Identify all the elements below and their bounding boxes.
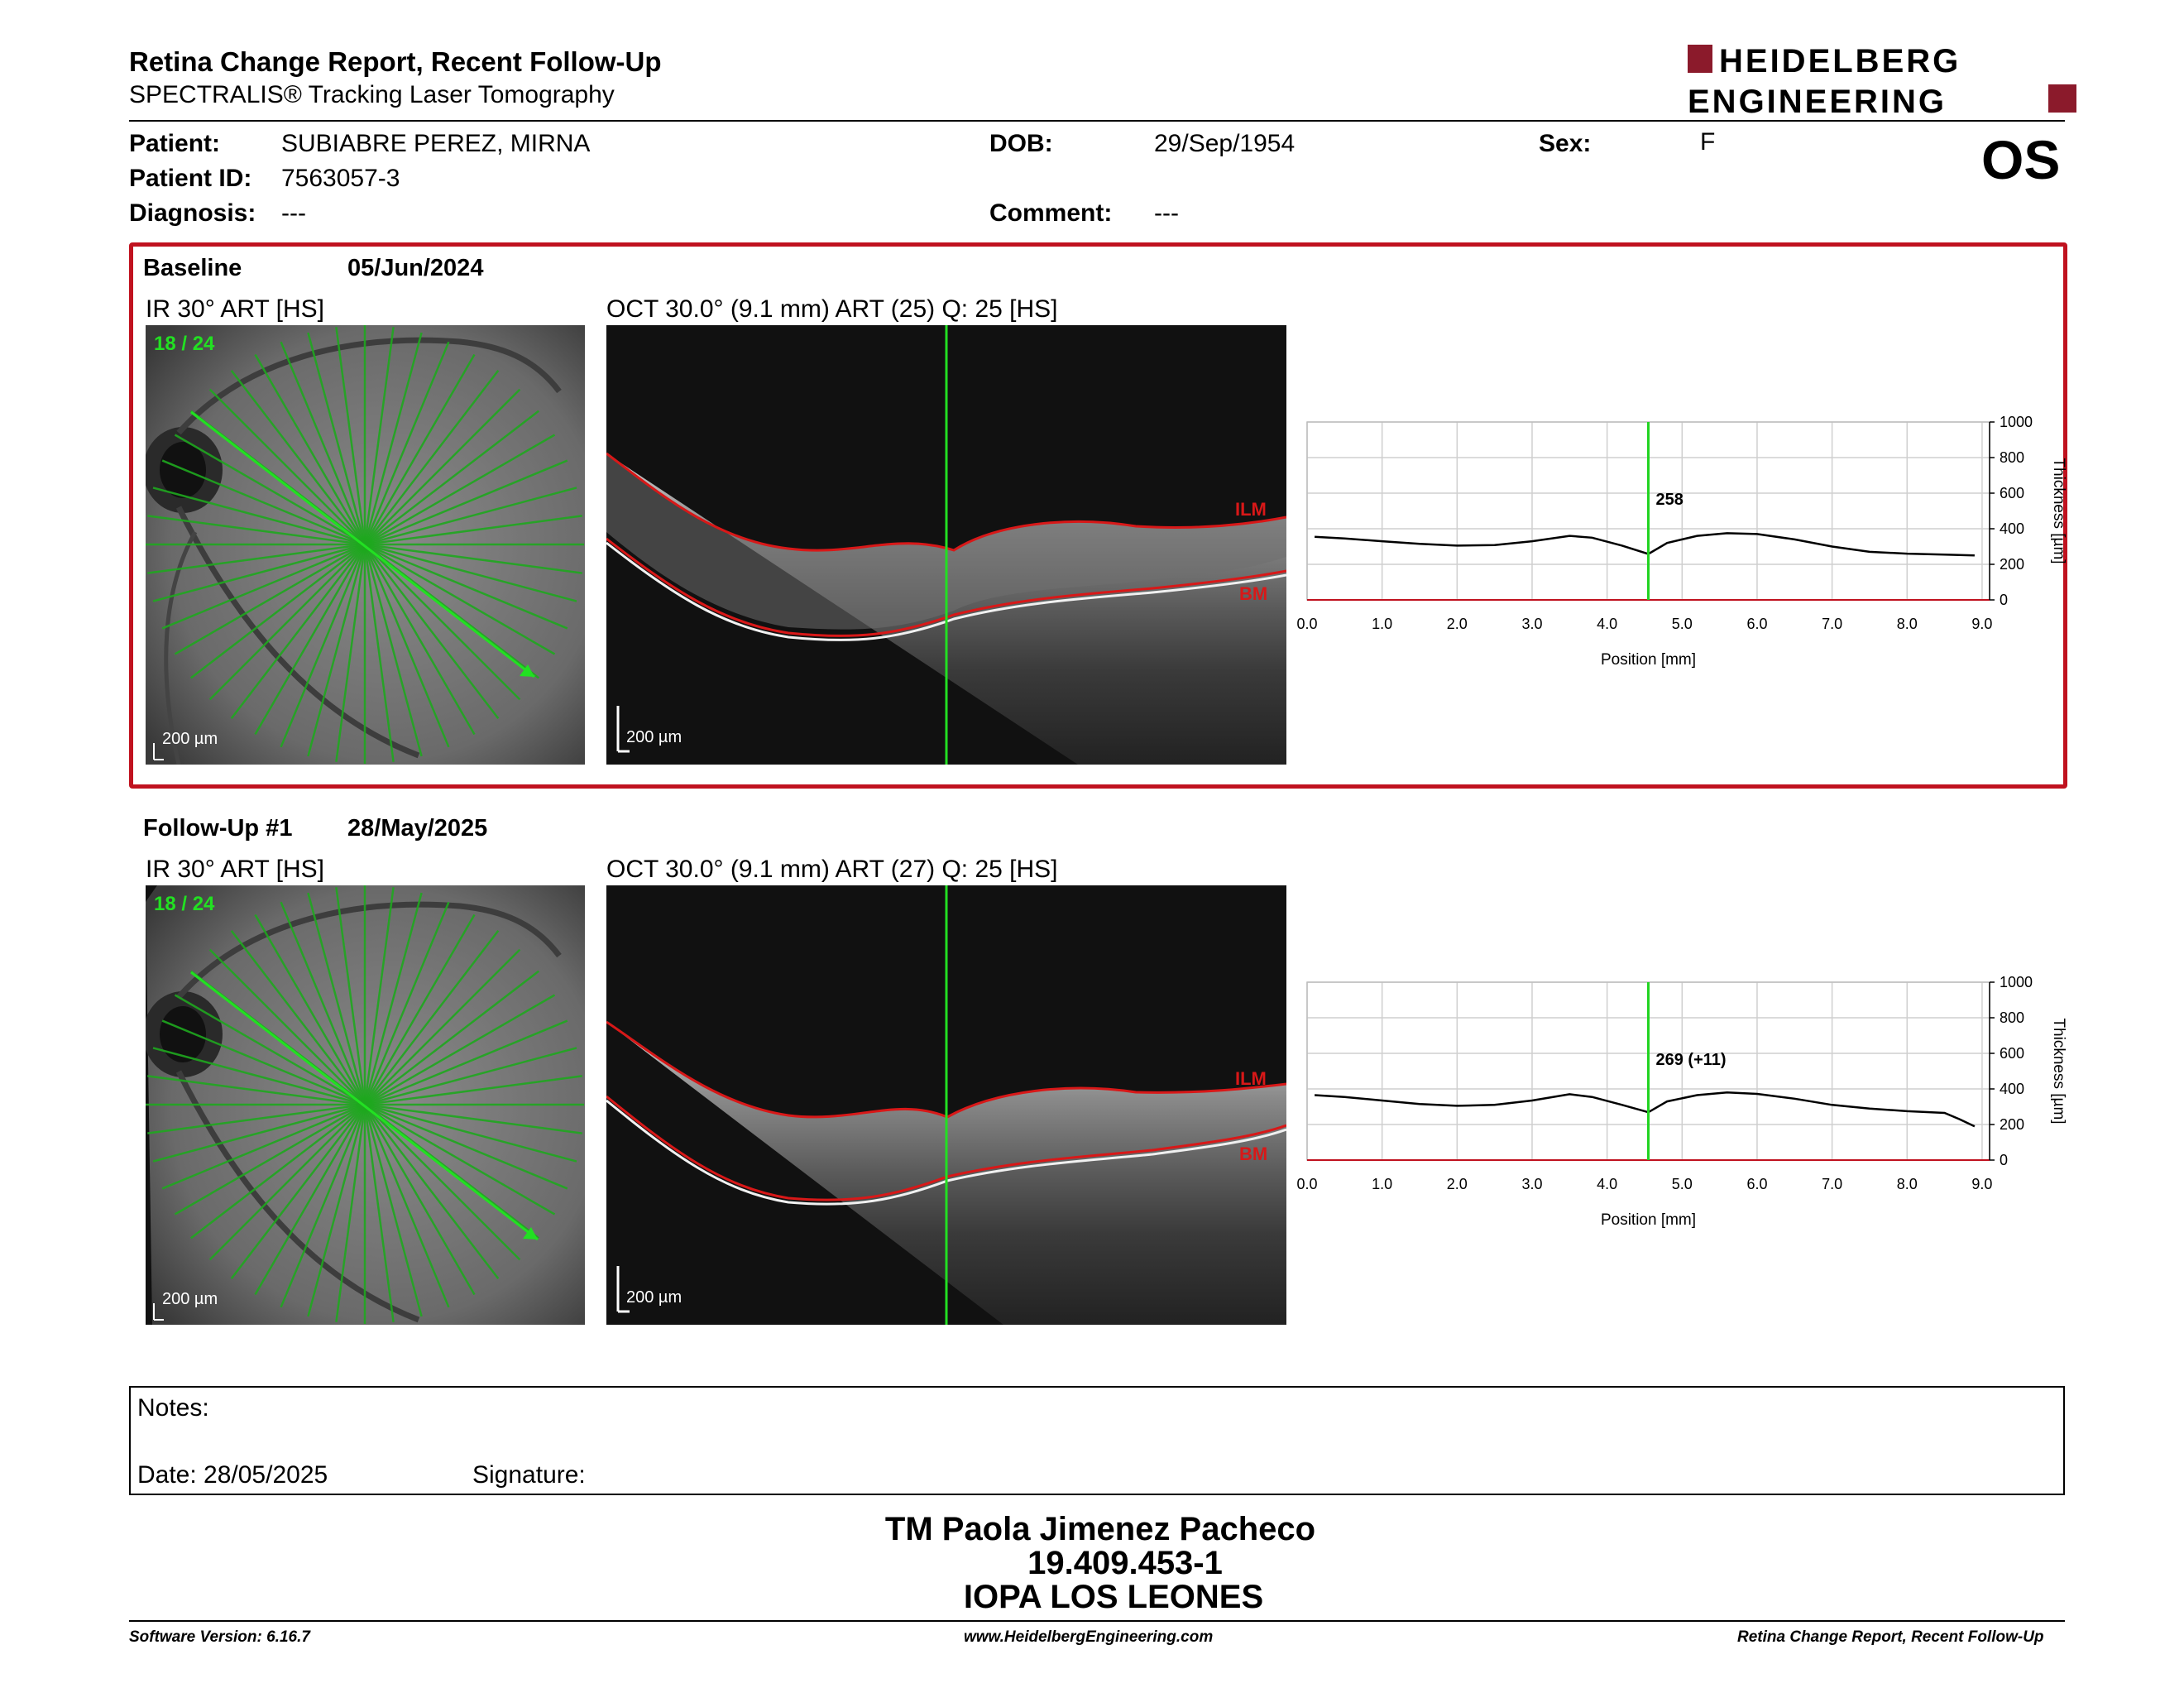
signer-organization: IOPA LOS LEONES (963, 1579, 1264, 1615)
sex-value: F (1700, 128, 1716, 156)
baseline-ilm-label: ILM (1235, 499, 1267, 520)
x-axis-label: Position [mm] (1601, 1211, 1696, 1229)
baseline-label: Baseline (143, 255, 242, 281)
baseline-oct-label: OCT 30.0° (9.1 mm) ART (25) Q: 25 [HS] (606, 295, 1058, 323)
patient-name: SUBIABRE PEREZ, MIRNA (281, 130, 591, 157)
x-tick-label: 4.0 (1597, 1176, 1617, 1192)
baseline-highlight-box (129, 242, 2067, 789)
notes-box[interactable]: Notes: Date: 28/05/2025 Signature: (129, 1386, 2065, 1495)
x-tick-label: 0.0 (1296, 1176, 1317, 1192)
signer-name: TM Paola Jimenez Pacheco (884, 1511, 1316, 1547)
y-tick-label: 0 (2000, 1152, 2008, 1168)
logo-line2: ENGINEERING (1688, 84, 1947, 117)
baseline-bm-label: BM (1239, 583, 1267, 604)
signature-label: Signature: (472, 1461, 586, 1489)
followup-ir-counter: 18 / 24 (154, 893, 215, 915)
diagnosis-label: Diagnosis: (129, 199, 256, 227)
x-tick-label: 7.0 (1822, 1176, 1842, 1192)
x-tick-label: 9.0 (1971, 616, 1992, 632)
followup-bm-label: BM (1239, 1144, 1267, 1164)
followup-oct-scale: 200 µm (626, 1288, 682, 1307)
signer-id: 19.409.453-1 (1027, 1545, 1223, 1581)
y-tick-label: 800 (2000, 449, 2024, 466)
report-title: Retina Change Report, Recent Follow-Up (129, 46, 662, 77)
diagnosis-value: --- (281, 199, 306, 227)
y-tick-label: 200 (2000, 556, 2024, 573)
x-tick-label: 7.0 (1822, 616, 1842, 632)
marker-thickness-label: 258 (1656, 491, 1684, 509)
baseline-ir-fundus-image: 18 / 24 200 µm (146, 325, 585, 765)
marker-thickness-label: 269 (+11) (1656, 1051, 1727, 1069)
footer-divider (129, 1620, 2065, 1622)
followup-thickness-chart: 0.0 1.0 2.0 3.0 4.0 5.0 6.0 7.0 8.0 9.0 0 200 400 600… (1296, 974, 2067, 1229)
baseline-radial-scan-pattern (146, 325, 584, 764)
followup-ilm-label: ILM (1235, 1068, 1267, 1089)
footer-website-link[interactable]: www.HeidelbergEngineering.com (964, 1628, 1214, 1646)
x-tick-label: 8.0 (1897, 1176, 1918, 1192)
report-subtitle: SPECTRALIS® Tracking Laser Tomography (129, 81, 615, 108)
followup-oct-label: OCT 30.0° (9.1 mm) ART (27) Q: 25 [HS] (606, 856, 1058, 883)
followup-date: 28/May/2025 (347, 815, 488, 842)
y-tick-label: 200 (2000, 1116, 2024, 1133)
patient-id-label: Patient ID: (129, 165, 252, 192)
patient-label: Patient: (129, 130, 221, 157)
y-tick-label: 600 (2000, 485, 2024, 501)
x-tick-label: 6.0 (1746, 616, 1767, 632)
patient-id: 7563057-3 (281, 165, 400, 192)
notes-label: Notes: (137, 1394, 209, 1422)
baseline-ir-label: IR 30° ART [HS] (146, 295, 324, 323)
notes-date: Date: 28/05/2025 (137, 1461, 328, 1489)
thickness-series-line (1315, 1091, 1976, 1128)
x-tick-label: 3.0 (1521, 1176, 1542, 1192)
sex-label: Sex: (1539, 130, 1592, 157)
followup-label: Follow-Up #1 (143, 815, 293, 842)
x-tick-label: 1.0 (1372, 1176, 1392, 1192)
followup-ir-scale: 200 µm (162, 1290, 218, 1308)
footer-report-name: Retina Change Report, Recent Follow-Up (1737, 1628, 2044, 1646)
x-tick-label: 0.0 (1296, 616, 1317, 632)
thickness-series-line (1315, 532, 1975, 557)
dob-label: DOB: (989, 130, 1053, 157)
x-tick-label: 5.0 (1672, 1176, 1693, 1192)
baseline-ir-scale: 200 µm (162, 730, 218, 748)
x-tick-label: 1.0 (1372, 616, 1392, 632)
header-divider (129, 120, 2065, 122)
y-tick-label: 400 (2000, 520, 2024, 537)
x-tick-label: 2.0 (1447, 1176, 1468, 1192)
baseline-date: 05/Jun/2024 (347, 255, 484, 281)
radial-scan-line (147, 515, 582, 574)
x-tick-label: 9.0 (1971, 1176, 1992, 1192)
followup-ir-label: IR 30° ART [HS] (146, 856, 324, 883)
eye-indicator: OS (1981, 129, 2061, 190)
baseline-oct-scale: 200 µm (626, 728, 682, 746)
x-tick-label: 5.0 (1672, 616, 1693, 632)
y-tick-label: 800 (2000, 1009, 2024, 1026)
heidelberg-logo: HEIDELBERG ENGINEERING (1688, 43, 2076, 117)
y-axis-label: Thickness [µm] (2050, 1018, 2067, 1124)
y-axis-label: Thickness [µm] (2050, 458, 2067, 563)
x-tick-label: 3.0 (1521, 616, 1542, 632)
x-tick-label: 4.0 (1597, 616, 1617, 632)
comment-value: --- (1154, 199, 1179, 227)
baseline-thickness-chart: 0.0 1.0 2.0 3.0 4.0 5.0 6.0 7.0 8.0 9.0 0 200 400 600… (1296, 414, 2067, 669)
comment-label: Comment: (989, 199, 1113, 227)
y-tick-label: 600 (2000, 1045, 2024, 1062)
y-tick-label: 1000 (2000, 414, 2033, 430)
baseline-oct-bscan-image: ILM BM 200 µm (606, 325, 1286, 765)
x-axis-label: Position [mm] (1601, 651, 1696, 669)
y-tick-label: 400 (2000, 1081, 2024, 1097)
x-tick-label: 8.0 (1897, 616, 1918, 632)
baseline-ir-counter: 18 / 24 (154, 333, 215, 355)
x-tick-label: 6.0 (1746, 1176, 1767, 1192)
footer-software-version: Software Version: 6.16.7 (129, 1628, 310, 1646)
followup-oct-bscan-image: ILM BM 200 µm (606, 885, 1286, 1325)
logo-line1: HEIDELBERG (1719, 43, 1961, 79)
y-tick-label: 1000 (2000, 974, 2033, 990)
followup-ir-fundus-image: 18 / 24 200 µm (146, 885, 585, 1325)
dob-value: 29/Sep/1954 (1154, 130, 1296, 157)
x-tick-label: 2.0 (1447, 616, 1468, 632)
y-tick-label: 0 (2000, 592, 2008, 608)
